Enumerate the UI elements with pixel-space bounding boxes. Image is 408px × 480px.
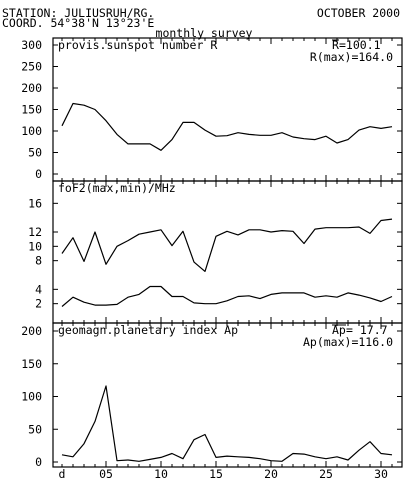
y-tick-label: 4 xyxy=(35,282,42,296)
month-label: OCTOBER 2000 xyxy=(316,6,400,20)
x-tick-label: 25 xyxy=(319,467,333,480)
series-line-0 xyxy=(61,385,393,462)
series-line-0 xyxy=(61,102,393,151)
panel-title: provis.sunspot number R xyxy=(58,38,217,52)
y-tick-label: 300 xyxy=(21,38,42,52)
x-tick-label: 15 xyxy=(209,467,223,480)
y-tick-label: 10 xyxy=(28,239,42,253)
mean-label: R xyxy=(332,38,339,52)
y-tick-label: 0 xyxy=(35,455,42,469)
y-tick-label: 16 xyxy=(28,196,42,210)
mean-label: Ap xyxy=(332,323,346,337)
survey-label: monthly survey xyxy=(155,26,253,40)
y-tick-label: 150 xyxy=(21,357,42,371)
x-tick-label: 10 xyxy=(154,467,168,480)
series-line-0 xyxy=(61,218,393,272)
y-tick-label: 200 xyxy=(21,81,42,95)
x-tick-label: d xyxy=(59,467,66,480)
panel-title: geomagn.planetary index Ap xyxy=(58,323,238,337)
panel-frame-1 xyxy=(52,180,403,324)
y-tick-label: 2 xyxy=(35,297,42,311)
coords-label: COORD. 54°38'N 13°23'E xyxy=(2,16,155,30)
mean-value: =100.1 xyxy=(339,38,381,52)
y-tick-label: 250 xyxy=(21,60,42,74)
max-label: Ap(max)=116.0 xyxy=(303,335,393,349)
max-label: R(max)=164.0 xyxy=(310,50,393,64)
y-tick-label: 12 xyxy=(28,225,42,239)
y-tick-label: 8 xyxy=(35,254,42,268)
series-line-1 xyxy=(61,285,393,307)
y-tick-label: 0 xyxy=(35,167,42,181)
station-label: STATION: JULIUSRUH/RG. xyxy=(2,6,155,20)
y-tick-label: 100 xyxy=(21,390,42,404)
y-tick-label: 200 xyxy=(21,324,42,338)
x-tick-label: 30 xyxy=(374,467,388,480)
y-tick-label: 100 xyxy=(21,124,42,138)
y-tick-label: 50 xyxy=(28,422,42,436)
x-tick-label: 20 xyxy=(264,467,278,480)
panel-title: foF2(max,min)/MHz xyxy=(58,181,176,195)
x-tick-label: 05 xyxy=(99,467,113,480)
y-tick-label: 150 xyxy=(21,103,42,117)
mean-value: = 17.7 xyxy=(346,323,388,337)
y-tick-label: 50 xyxy=(28,146,42,160)
